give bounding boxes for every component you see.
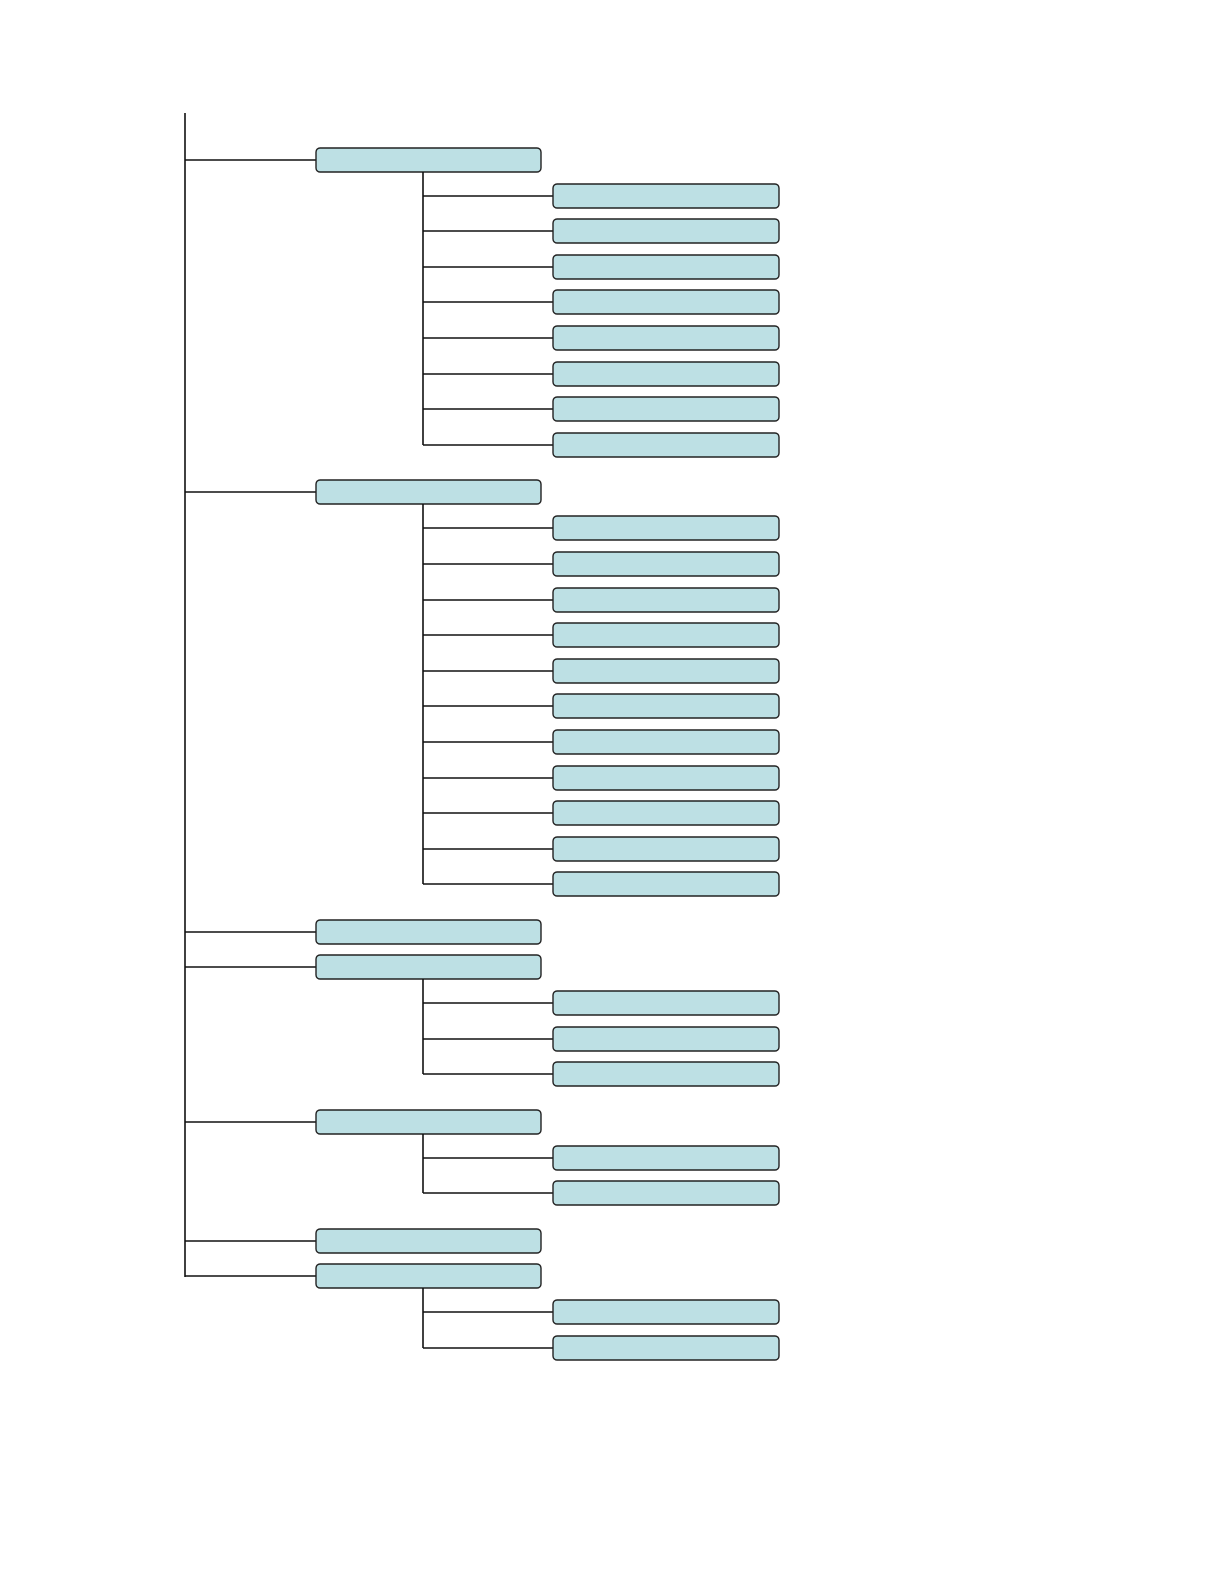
level-2-box (552, 515, 780, 541)
level-1-box (315, 147, 542, 173)
level-1-box (315, 479, 542, 505)
level-1-box (315, 1109, 542, 1135)
level-2-box (552, 218, 780, 244)
level-2-box (552, 325, 780, 351)
level-2-box (552, 1026, 780, 1052)
level-2-box (552, 836, 780, 862)
level-2-box (552, 1335, 780, 1361)
level-2-box (552, 729, 780, 755)
level-2-box (552, 361, 780, 387)
level-2-box (552, 254, 780, 280)
level-2-box (552, 289, 780, 315)
level-2-box (552, 765, 780, 791)
level-2-box (552, 1145, 780, 1171)
level-2-box (552, 551, 780, 577)
level-2-box (552, 693, 780, 719)
level-2-box (552, 1299, 780, 1325)
level-1-box (315, 1228, 542, 1254)
level-2-box (552, 183, 780, 209)
level-2-box (552, 658, 780, 684)
level-2-box (552, 1180, 780, 1206)
level-2-box (552, 871, 780, 897)
level-2-box (552, 800, 780, 826)
level-2-box (552, 396, 780, 422)
level-2-box (552, 622, 780, 648)
level-1-box (315, 954, 542, 980)
level-2-box (552, 1061, 780, 1087)
level-2-box (552, 587, 780, 613)
level-2-box (552, 432, 780, 458)
level-2-box (552, 990, 780, 1016)
level-1-box (315, 1263, 542, 1289)
level-1-box (315, 919, 542, 945)
